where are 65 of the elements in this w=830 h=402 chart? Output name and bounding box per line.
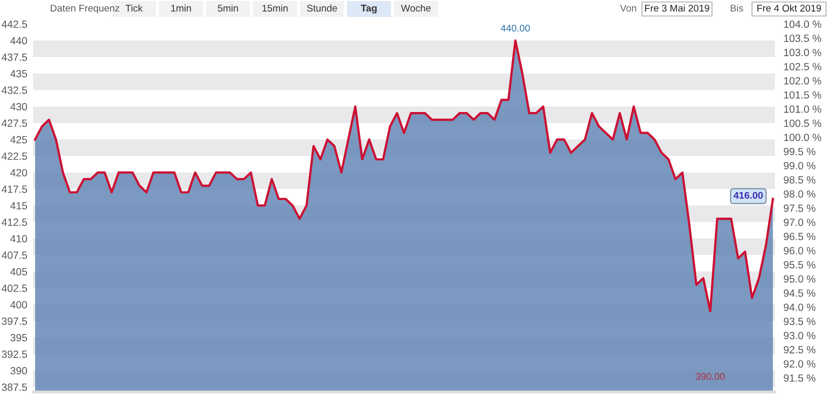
- annotation: 440.00: [500, 24, 530, 32]
- y-tick-label: 440: [10, 37, 28, 44]
- y2-tick-label: 93.0 %: [784, 332, 816, 340]
- y-tick-label: 442.5: [2, 20, 28, 28]
- text: 15min: [262, 4, 288, 12]
- y2-tick-label: 94.0 %: [784, 304, 816, 311]
- text: Stunde: [307, 4, 337, 12]
- line-series: [34, 39, 774, 312]
- y2-tick-label: 103.5 %: [784, 34, 822, 42]
- y-tick-label: 412.5: [2, 218, 28, 226]
- y2-tick-label: 99.0 %: [784, 162, 816, 170]
- y2-tick-label: 98.0 %: [784, 190, 816, 198]
- y2-tick-label: 93.5 %: [784, 318, 816, 326]
- y-tick-label: 437.5: [2, 54, 28, 61]
- y-tick-label: 427.5: [2, 120, 28, 127]
- y2-tick-label: 101.5 %: [784, 91, 822, 99]
- y2-tick-label: 96.0 %: [784, 246, 816, 254]
- y-tick-label: 397.5: [2, 318, 28, 325]
- y-tick-label: 425: [10, 136, 28, 144]
- text: Fre 3 Mai 2019: [645, 4, 710, 12]
- y-tick-label: 435: [10, 70, 28, 78]
- text: 5min: [218, 4, 238, 12]
- y-tick-label: 405: [10, 268, 28, 276]
- y2-tick-label: 97.5 %: [784, 204, 816, 212]
- y2-tick-label: 103.0 %: [784, 48, 822, 56]
- y-tick-label: 402.5: [2, 284, 28, 292]
- y-tick-label: 410: [10, 235, 28, 242]
- y2-tick-label: 104.0 %: [784, 20, 822, 28]
- y2-tick-label: 101.0 %: [784, 105, 822, 113]
- annotation: 416.00: [734, 192, 763, 199]
- y-tick-label: 430: [10, 103, 28, 110]
- y2-tick-label: 91.5 %: [784, 374, 816, 382]
- y2-tick-label: 92.5 %: [784, 346, 816, 354]
- y2-tick-label: 100.5 %: [784, 120, 822, 127]
- y2-tick-label: 99.5 %: [784, 148, 816, 156]
- y2-tick-label: 95.5 %: [784, 261, 816, 268]
- text: Bis: [730, 4, 744, 12]
- y-tick-label: 407.5: [2, 252, 28, 259]
- y-tick-label: 400: [10, 301, 28, 308]
- y-tick-label: 422.5: [2, 152, 28, 160]
- y-tick-label: 395: [10, 334, 28, 342]
- y-tick-label: 415: [10, 202, 28, 210]
- y-tick-label: 390: [10, 367, 28, 374]
- y-tick-label: 387.5: [2, 384, 28, 391]
- text: Daten Frequenz: [50, 4, 120, 14]
- text: 1min: [171, 4, 191, 12]
- y2-tick-label: 100.0 %: [784, 134, 822, 142]
- y2-tick-label: 95.0 %: [784, 275, 816, 283]
- text: Von: [620, 4, 636, 12]
- y2-tick-label: 102.0 %: [784, 77, 822, 84]
- y2-tick-label: 94.5 %: [784, 289, 816, 297]
- y-tick-label: 392.5: [2, 350, 28, 358]
- annotation: 390.00: [696, 373, 725, 380]
- y-tick-label: 417.5: [2, 186, 28, 193]
- y2-tick-label: 96.5 %: [784, 232, 816, 240]
- text: Fre 4 Okt 2019: [757, 4, 821, 12]
- text: Tick: [125, 4, 143, 12]
- y2-tick-label: 97.0 %: [784, 218, 816, 226]
- y2-tick-label: 98.5 %: [784, 176, 816, 184]
- y2-tick-label: 92.0 %: [784, 360, 816, 368]
- text: Tag: [360, 4, 377, 14]
- y2-tick-label: 102.5 %: [784, 62, 822, 70]
- text: Woche: [401, 4, 431, 12]
- y-tick-label: 432.5: [2, 86, 28, 94]
- y-tick-label: 420: [10, 169, 28, 176]
